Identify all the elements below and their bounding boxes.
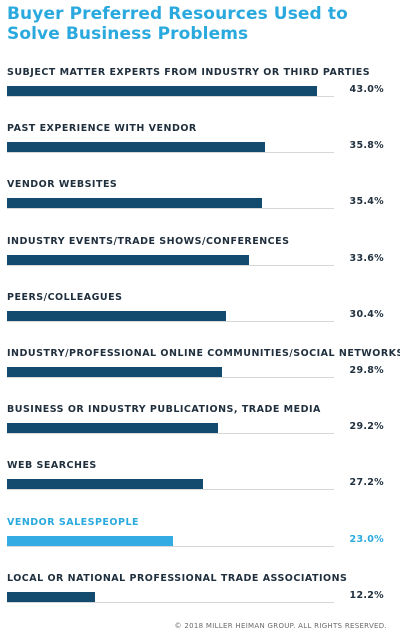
value-label: 27.2%	[349, 477, 384, 489]
value-label: 12.2%	[349, 589, 384, 601]
value-label: 35.4%	[349, 196, 384, 208]
chart-title: Buyer Preferred Resources Used to Solve …	[7, 4, 348, 44]
bar	[7, 479, 204, 490]
copyright-footer: © 2018 MILLER HEIMAN GROUP. ALL RIGHTS R…	[174, 622, 387, 630]
value-label: 23.0%	[349, 533, 384, 545]
value-label: 35.8%	[349, 140, 384, 152]
bar-row: VENDOR SALESPEOPLE 23.0%	[0, 517, 400, 557]
category-label: PEERS/COLLEAGUES	[7, 291, 123, 303]
value-label: 29.8%	[349, 365, 384, 376]
bar-row: VENDOR WEBSITES 35.4%	[0, 179, 400, 219]
bar-track	[7, 198, 334, 210]
bar-row: SUBJECT MATTER EXPERTS FROM INDUSTRY OR …	[0, 67, 400, 107]
category-label: SUBJECT MATTER EXPERTS FROM INDUSTRY OR …	[7, 67, 371, 78]
value-label: 29.2%	[349, 421, 384, 433]
bar	[7, 86, 317, 96]
category-label: VENDOR WEBSITES	[7, 179, 118, 191]
bar	[7, 367, 222, 377]
bar	[7, 254, 250, 265]
category-label: WEB SEARCHES	[7, 460, 97, 472]
value-label: 33.6%	[349, 252, 384, 264]
category-label: INDUSTRY EVENTS/TRADE SHOWS/CONFERENCES	[7, 235, 290, 247]
bar-row: LOCAL OR NATIONAL PROFESSIONAL TRADE ASS…	[0, 573, 400, 613]
bar	[7, 310, 227, 321]
category-label: VENDOR SALESPEOPLE	[7, 516, 139, 528]
bar	[7, 423, 218, 434]
bar-row: WEB SEARCHES 27.2%	[0, 460, 400, 500]
bar	[7, 198, 263, 209]
value-label: 43.0%	[349, 84, 384, 95]
value-label: 30.4%	[349, 308, 384, 320]
bar-track	[7, 86, 334, 97]
bar-track	[7, 535, 334, 547]
bar-track	[7, 254, 334, 266]
bar	[7, 591, 95, 602]
bar-track	[7, 367, 334, 378]
bar-track	[7, 479, 334, 491]
category-label: PAST EXPERIENCE WITH VENDOR	[7, 123, 197, 135]
bar-track	[7, 310, 334, 322]
bar	[7, 535, 173, 546]
bar-track	[7, 142, 334, 154]
bar-row: INDUSTRY/PROFESSIONAL ONLINE COMMUNITIES…	[0, 348, 400, 388]
category-label: LOCAL OR NATIONAL PROFESSIONAL TRADE ASS…	[7, 572, 348, 584]
bar-row: INDUSTRY EVENTS/TRADE SHOWS/CONFERENCES 3…	[0, 236, 400, 276]
bar-track	[7, 423, 334, 435]
bar-row: PAST EXPERIENCE WITH VENDOR 35.8%	[0, 123, 400, 163]
bar-row: BUSINESS OR INDUSTRY PUBLICATIONS, TRADE…	[0, 404, 400, 444]
category-label: INDUSTRY/PROFESSIONAL ONLINE COMMUNITIES…	[7, 348, 400, 359]
bar	[7, 142, 266, 153]
bar-track	[7, 591, 334, 603]
category-label: BUSINESS OR INDUSTRY PUBLICATIONS, TRADE…	[7, 404, 321, 416]
bar-row: PEERS/COLLEAGUES 30.4%	[0, 292, 400, 332]
